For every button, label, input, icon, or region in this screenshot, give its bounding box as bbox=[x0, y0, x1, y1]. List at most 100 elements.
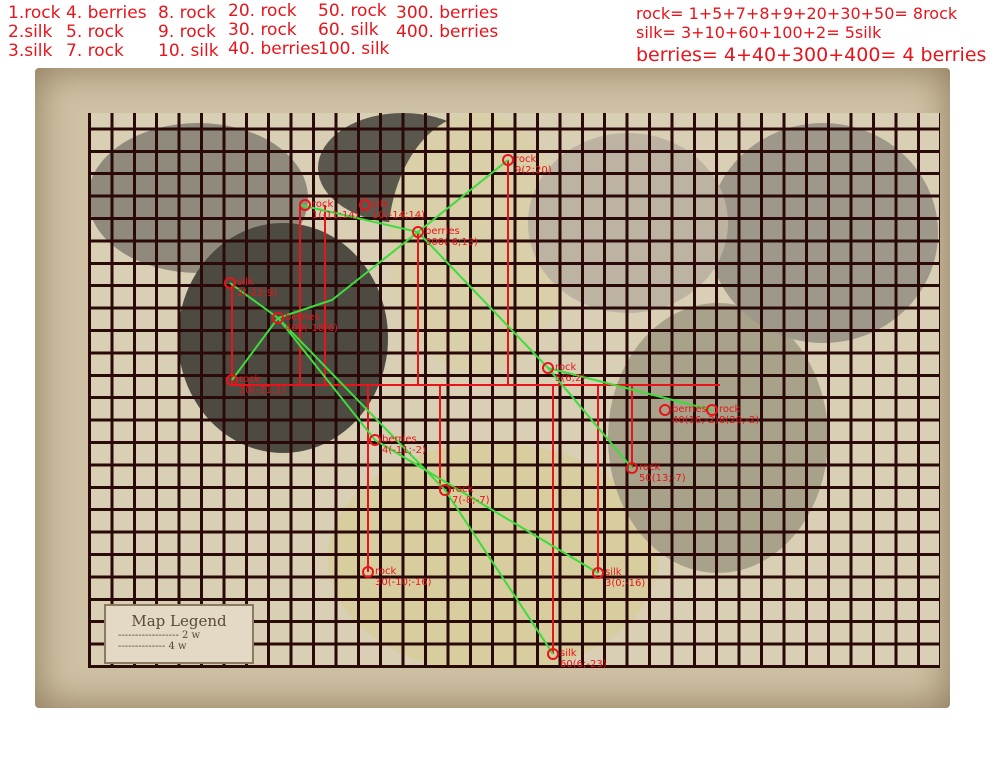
point-label: rock 20(-21;1) bbox=[239, 374, 286, 396]
route-line bbox=[229, 282, 599, 574]
rock-marker bbox=[362, 566, 374, 578]
silk-marker bbox=[592, 567, 604, 579]
rock-marker bbox=[626, 462, 638, 474]
item-entry: 3.silk bbox=[8, 41, 53, 61]
point-label: rock 1(-11;14) bbox=[312, 199, 359, 221]
point-coordinates: 10(-14;14) bbox=[372, 210, 425, 221]
berries-marker bbox=[412, 226, 424, 238]
resource-name: silk bbox=[605, 567, 622, 578]
legend-title: Map Legend bbox=[131, 612, 227, 630]
silk-total: silk= 3+10+60+100+2= 5silk bbox=[636, 23, 882, 42]
resource-name: rock bbox=[312, 199, 334, 210]
route-line bbox=[547, 367, 633, 469]
axis-lines bbox=[230, 160, 720, 654]
point-label: rock 5(6;2) bbox=[555, 362, 585, 384]
totals: rock= 1+5+7+8+9+20+30+50= 8rock silk= 3+… bbox=[636, 4, 986, 65]
item-entry: 20. rock bbox=[228, 1, 297, 21]
coordinate-grid bbox=[88, 113, 940, 668]
point-coordinates: 20(-21;1) bbox=[239, 385, 286, 396]
resource-name: rock bbox=[719, 404, 741, 415]
resource-name: silk bbox=[560, 648, 577, 659]
point-coordinates: 3(0;-16) bbox=[605, 578, 646, 589]
berries-marker bbox=[369, 434, 381, 446]
item-column: 1.rock 2.silk 3.silk bbox=[8, 4, 60, 61]
map-legend: Map Legend ------------------ 2 w ------… bbox=[104, 604, 254, 664]
item-column: 20. rock 30. rock 40. berries bbox=[228, 2, 319, 59]
rock-total: rock= 1+5+7+8+9+20+30+50= 8rock bbox=[636, 4, 958, 23]
rock-marker bbox=[226, 374, 238, 386]
resource-name: berries bbox=[285, 312, 320, 323]
resource-name: rock bbox=[639, 462, 661, 473]
point-coordinates: 40(16;-2) bbox=[672, 415, 719, 426]
rock-marker bbox=[439, 484, 451, 496]
route-line bbox=[299, 204, 713, 411]
point-coordinates: 50(13;-7) bbox=[639, 473, 686, 484]
point-label: berries 4(-11;-2) bbox=[382, 434, 426, 456]
point-coordinates: 8(20;-2) bbox=[719, 415, 760, 426]
item-entry: 10. silk bbox=[158, 41, 219, 61]
item-column: 8. rock 9. rock 10. silk bbox=[158, 4, 219, 61]
point-coordinates: 300(-6;13) bbox=[425, 237, 478, 248]
item-column: 4. berries 5. rock 7. rock bbox=[66, 4, 147, 61]
resource-name: berries bbox=[382, 434, 417, 445]
resource-name: rock bbox=[239, 374, 261, 385]
item-column: 300. berries 400. berries bbox=[396, 4, 498, 42]
route-lines bbox=[229, 159, 713, 655]
silk-marker bbox=[224, 277, 236, 289]
point-label: silk 60(6;-23) bbox=[560, 648, 607, 670]
item-entry: 50. rock bbox=[318, 1, 387, 21]
point-coordinates: 4(-11;-2) bbox=[382, 445, 426, 456]
item-entry: 400. berries bbox=[396, 22, 499, 42]
point-coordinates: 2(-22;9) bbox=[237, 288, 278, 299]
point-label: berries 400(-18;6) bbox=[285, 312, 338, 334]
point-coordinates: 30(-10;-16) bbox=[375, 577, 432, 588]
item-column: 50. rock 60. silk 100. silk bbox=[318, 2, 389, 59]
point-label: rock 50(13;-7) bbox=[639, 462, 686, 484]
point-label: berries 40(16;-2) bbox=[672, 404, 719, 426]
item-entry: 100. silk bbox=[318, 39, 390, 59]
point-coordinates: 60(6;-23) bbox=[560, 659, 607, 670]
route-line bbox=[231, 159, 509, 381]
point-label: silk 10(-14;14) bbox=[372, 199, 425, 221]
resource-name: berries bbox=[672, 404, 707, 415]
legend-row: -------------- 4 w bbox=[118, 641, 187, 652]
item-entry: 2.silk bbox=[8, 22, 53, 42]
resource-name: rock bbox=[452, 484, 474, 495]
rock-marker bbox=[706, 404, 718, 416]
item-entry: 1.rock bbox=[8, 3, 61, 23]
item-entry: 5. rock bbox=[66, 22, 124, 42]
rock-marker bbox=[299, 199, 311, 211]
resource-name: rock bbox=[375, 566, 397, 577]
item-entry: 7. rock bbox=[66, 41, 124, 61]
point-label: rock 9(2;20) bbox=[515, 154, 552, 176]
point-coordinates: 400(-18;6) bbox=[285, 323, 338, 334]
route-line bbox=[277, 317, 554, 655]
point-label: silk 3(0;-16) bbox=[605, 567, 645, 589]
berries-marker bbox=[272, 312, 284, 324]
point-coordinates: 7(-8;-7) bbox=[452, 495, 490, 506]
legend-row: ------------------ 2 w bbox=[118, 630, 201, 641]
point-label: rock 30(-10;-16) bbox=[375, 566, 432, 588]
resource-name: silk bbox=[372, 199, 389, 210]
item-entry: 8. rock bbox=[158, 3, 216, 23]
berries-marker bbox=[659, 404, 671, 416]
item-entry: 30. rock bbox=[228, 20, 297, 40]
rock-marker bbox=[542, 362, 554, 374]
point-coordinates: 5(6;2) bbox=[555, 373, 586, 384]
point-coordinates: 9(2;20) bbox=[515, 165, 552, 176]
point-label: rock 8(20;-2) bbox=[719, 404, 759, 426]
point-label: berries 300(-6;13) bbox=[425, 226, 478, 248]
item-entry: 4. berries bbox=[66, 3, 147, 23]
resource-name: rock bbox=[515, 154, 537, 165]
point-label: silk 2(-22;9) bbox=[237, 277, 277, 299]
point-label: rock 7(-8;-7) bbox=[452, 484, 489, 506]
silk-marker bbox=[359, 199, 371, 211]
silk-marker bbox=[547, 648, 559, 660]
item-entry: 40. berries bbox=[228, 39, 320, 59]
resource-name: berries bbox=[425, 226, 460, 237]
item-entry: 60. silk bbox=[318, 20, 379, 40]
point-coordinates: 1(-11;14) bbox=[312, 210, 359, 221]
item-entry: 9. rock bbox=[158, 22, 216, 42]
resource-name: rock bbox=[555, 362, 577, 373]
